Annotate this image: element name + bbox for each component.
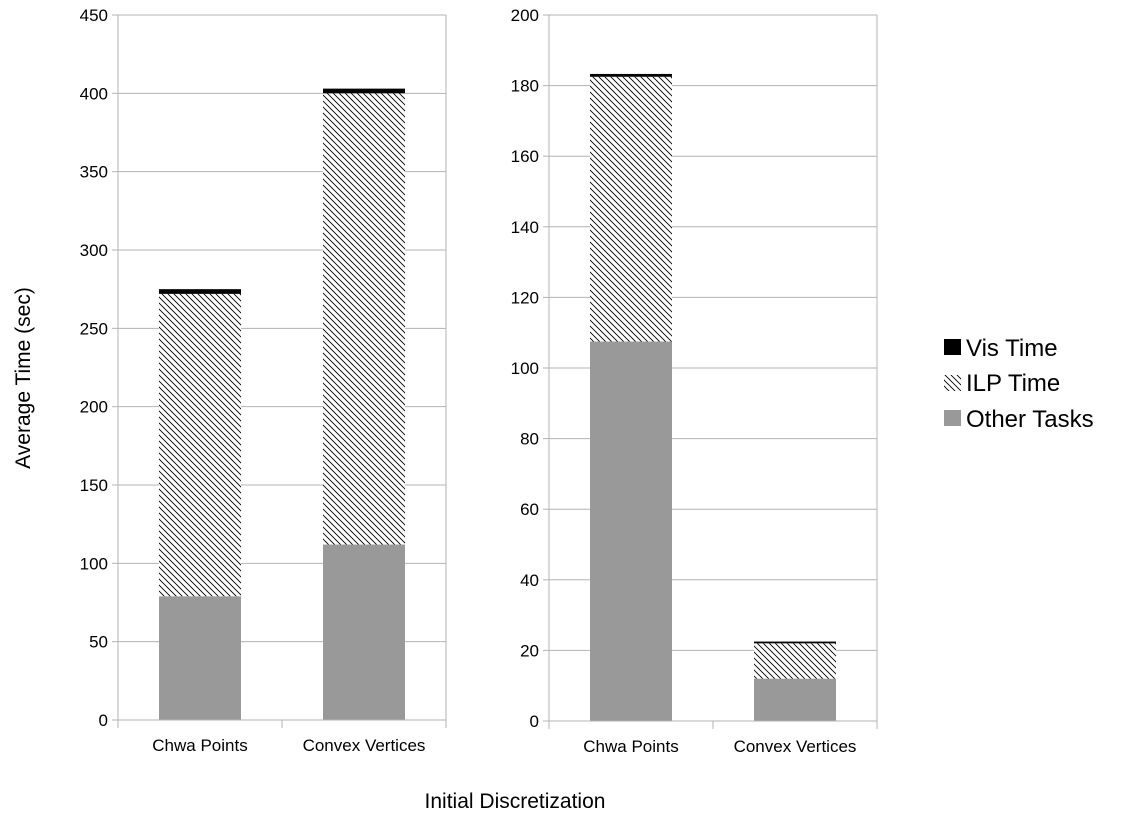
y-tick-label: 120	[511, 288, 539, 307]
bar-ilp-time-convex-vertices	[754, 643, 836, 679]
x-axis-title: Initial Discretization	[425, 790, 606, 813]
bar-vis-time-convex-vertices	[754, 641, 836, 644]
bar-vis-time-chwa-points	[590, 73, 672, 77]
bar-ilp-time-chwa-points	[159, 293, 241, 597]
y-tick-label: 300	[80, 241, 108, 260]
y-tick-label: 200	[511, 6, 539, 25]
y-tick-label: 200	[80, 398, 108, 417]
y-tick-label: 100	[511, 359, 539, 378]
bar-other-tasks-chwa-points	[590, 341, 672, 721]
legend: Vis Time ILP Time Other Tasks	[944, 335, 1094, 433]
bar-ilp-time-chwa-points	[590, 76, 672, 342]
y-tick-label: 140	[511, 218, 539, 237]
y-tick-label: 100	[80, 554, 108, 573]
y-tick-label: 60	[520, 500, 539, 519]
right-chart-panel: 0 20 40 60 80 100 120 140 160 180 200 Chwa Points Co…	[511, 6, 878, 756]
x-tick-label: Convex Vertices	[303, 736, 426, 755]
bar-vis-time-convex-vertices	[323, 88, 405, 94]
bar-vis-time-chwa-points	[159, 289, 241, 294]
y-axis-title: Average Time (sec)	[12, 287, 35, 469]
legend-swatch-ilp-time	[944, 375, 961, 391]
bar-ilp-time-convex-vertices	[323, 93, 405, 545]
x-tick-label: Chwa Points	[583, 737, 678, 756]
y-tick-label: 150	[80, 476, 108, 495]
legend-swatch-vis-time	[944, 339, 961, 355]
x-tick-label: Chwa Points	[152, 736, 247, 755]
y-tick-label: 40	[520, 571, 539, 590]
y-tick-label: 450	[80, 6, 108, 25]
y-tick-label: 0	[530, 712, 539, 731]
legend-label-vis-time: Vis Time	[966, 335, 1058, 362]
bar-other-tasks-convex-vertices	[754, 678, 836, 721]
y-tick-label: 80	[520, 430, 539, 449]
legend-label-ilp-time: ILP Time	[966, 370, 1060, 397]
legend-label-other-tasks: Other Tasks	[966, 406, 1094, 433]
y-tick-label: 20	[520, 641, 539, 660]
legend-swatch-other-tasks	[944, 410, 961, 426]
y-tick-label: 400	[80, 84, 108, 103]
x-tick-label: Convex Vertices	[734, 737, 857, 756]
y-tick-label: 160	[511, 147, 539, 166]
y-tick-label: 0	[99, 711, 108, 730]
bar-other-tasks-chwa-points	[159, 596, 241, 720]
y-tick-label: 50	[89, 633, 108, 652]
left-chart-panel: 0 50 100 150 200 250 300 350 400 450 Chwa Points Co…	[80, 6, 447, 755]
bar-other-tasks-convex-vertices	[323, 544, 405, 720]
y-tick-label: 250	[80, 319, 108, 338]
y-tick-label: 350	[80, 163, 108, 182]
y-tick-label: 180	[511, 77, 539, 96]
